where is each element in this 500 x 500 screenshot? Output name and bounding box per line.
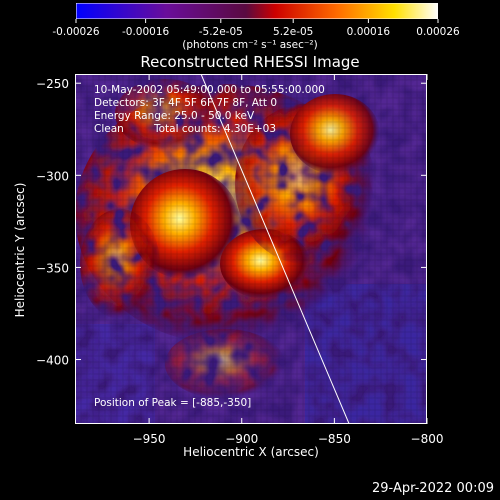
x-axis-label: Heliocentric X (arcsec) xyxy=(183,445,319,459)
chart-title: Reconstructed RHESSI Image xyxy=(140,53,360,71)
algorithm-text: Clean xyxy=(94,123,124,135)
time-range-text: 10-May-2002 05:49:00.000 to 05:55:00.000 xyxy=(94,84,325,96)
colorbar-tick-label: 5.2e-05 xyxy=(273,26,313,38)
colorbar-unit-label: (photons cm⁻² s⁻¹ asec⁻²) xyxy=(182,39,318,51)
x-tick-label: −950 xyxy=(133,432,166,446)
rhessi-image-heatmap xyxy=(75,74,427,424)
colorbar-tick-label: 0.00026 xyxy=(416,26,460,38)
energy-range-text: Energy Range: 25.0 - 50.0 keV xyxy=(94,110,255,122)
colorbar-tick-label: -0.00016 xyxy=(122,26,170,38)
x-tick-label: −850 xyxy=(318,432,351,446)
footer-timestamp: 29-Apr-2022 00:09 xyxy=(372,481,494,496)
y-axis-label: Heliocentric Y (arcsec) xyxy=(13,182,27,318)
colorbar-axis: -0.00026 -0.00016 -5.2e-05 5.2e-05 0.00016 0.… xyxy=(52,19,460,38)
colorbar-tick-label: 0.00016 xyxy=(347,26,391,38)
solar-limb-line xyxy=(200,74,350,424)
y-tick-label: −400 xyxy=(36,354,69,368)
colorbar xyxy=(76,3,438,19)
x-tick-label: −900 xyxy=(225,432,258,446)
peak-position-text: Position of Peak = [-885,-350] xyxy=(94,397,252,409)
y-tick-label: −250 xyxy=(36,77,69,91)
colorbar-tick-label: -0.00026 xyxy=(52,26,100,38)
x-tick-label: −800 xyxy=(411,432,444,446)
total-counts-text: Total counts: 4.30E+03 xyxy=(154,123,277,135)
y-tick-label: −350 xyxy=(36,261,69,275)
y-tick-label: −300 xyxy=(36,169,69,183)
detectors-text: Detectors: 3F 4F 5F 6F 7F 8F, Att 0 xyxy=(94,97,278,109)
colorbar-tick-label: -5.2e-05 xyxy=(199,26,243,38)
